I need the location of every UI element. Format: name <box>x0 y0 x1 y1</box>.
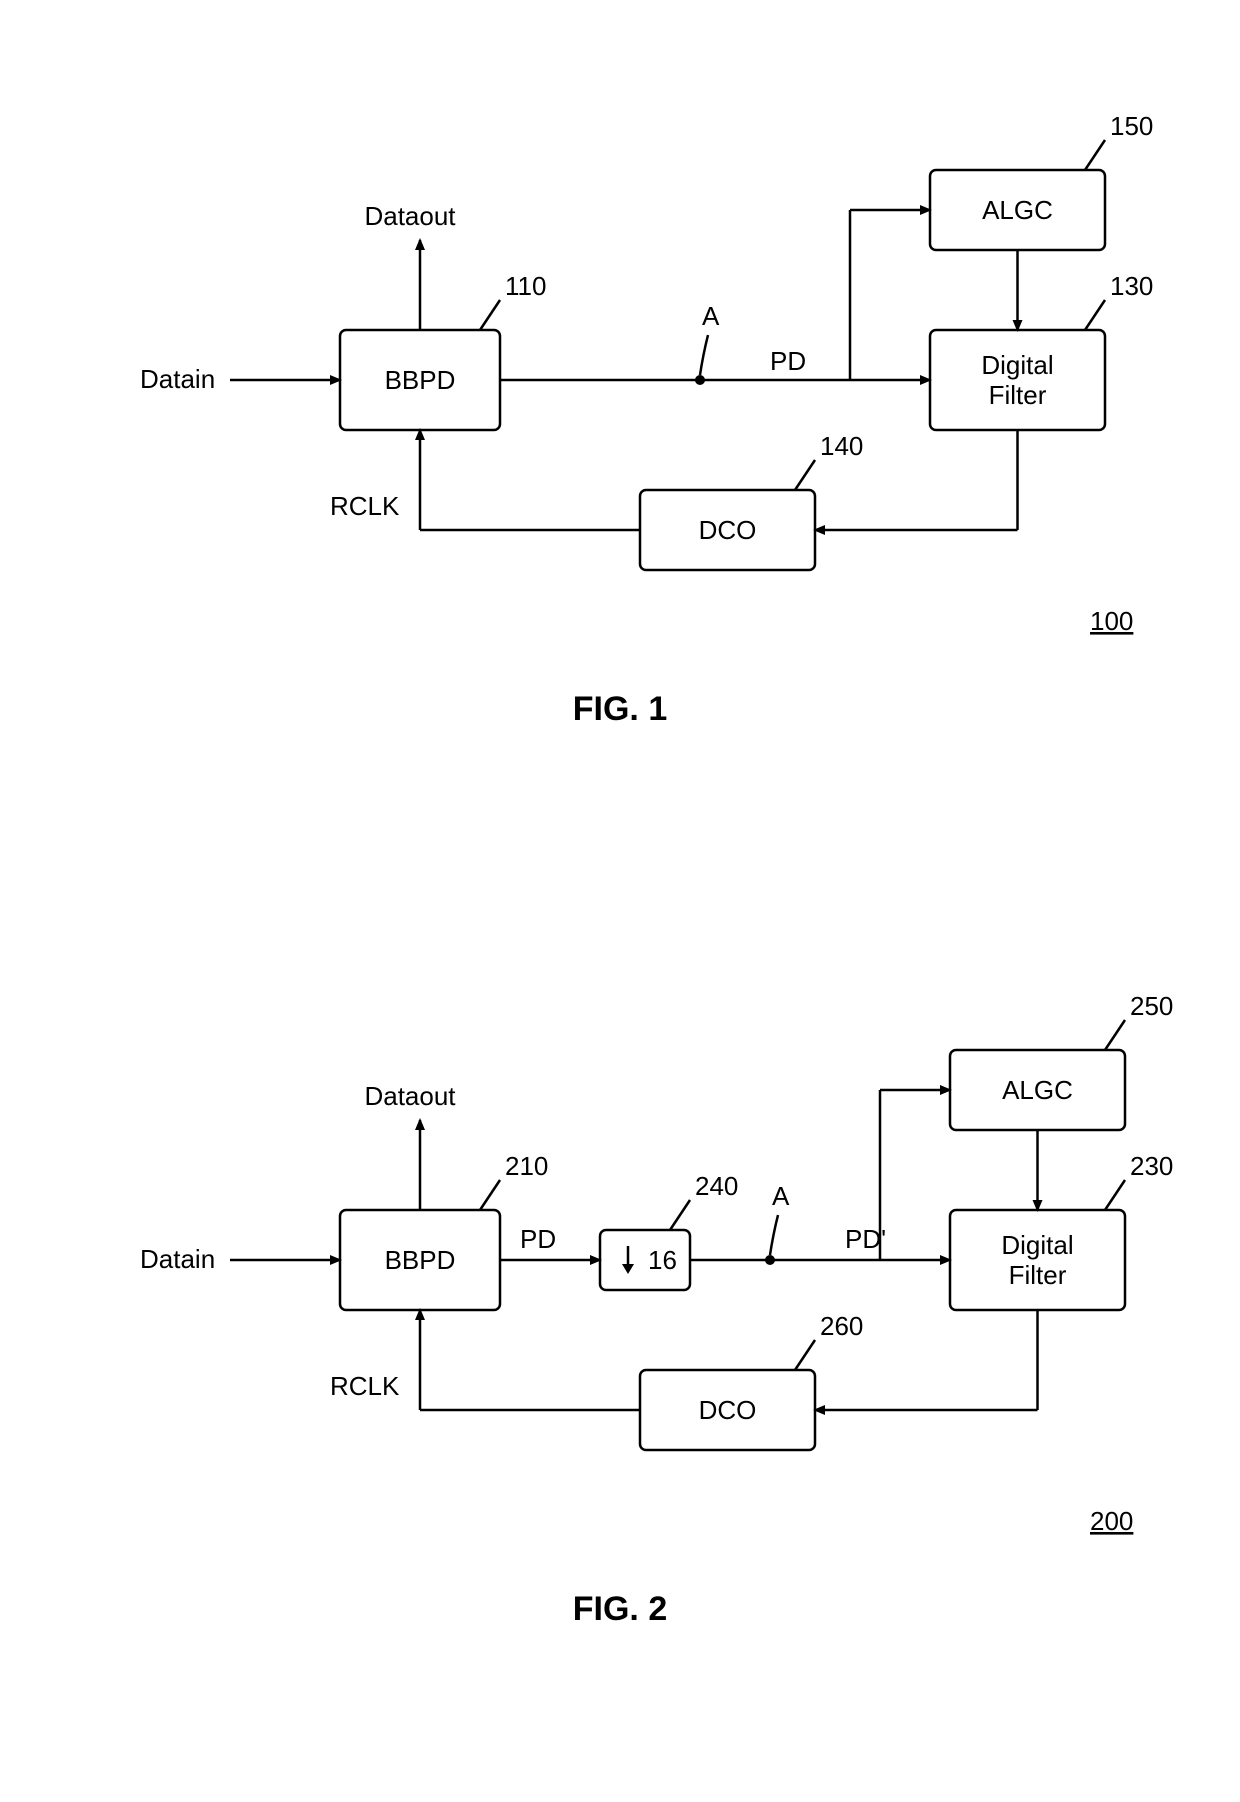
svg-text:230: 230 <box>1130 1151 1173 1181</box>
svg-text:A: A <box>772 1181 790 1211</box>
svg-text:Dataout: Dataout <box>364 1081 456 1111</box>
svg-text:250: 250 <box>1130 991 1173 1021</box>
svg-text:130: 130 <box>1110 271 1153 301</box>
svg-text:16: 16 <box>648 1245 677 1275</box>
svg-text:RCLK: RCLK <box>330 1371 400 1401</box>
svg-text:Digital: Digital <box>981 350 1053 380</box>
svg-text:FIG. 1: FIG. 1 <box>573 690 667 728</box>
svg-text:100: 100 <box>1090 606 1133 636</box>
svg-text:BBPD: BBPD <box>385 1245 456 1275</box>
svg-text:200: 200 <box>1090 1506 1133 1536</box>
svg-text:DCO: DCO <box>699 1395 757 1425</box>
fig2: BBPD ALGC DigitalFilter DCO 16 210 240 250 230 26… <box>140 991 1173 1628</box>
fig1: BBPD ALGC DigitalFilter DCO 110 150 130 140 Data… <box>140 111 1153 728</box>
svg-text:ALGC: ALGC <box>982 195 1053 225</box>
svg-text:150: 150 <box>1110 111 1153 141</box>
svg-text:110: 110 <box>505 271 546 301</box>
svg-text:Filter: Filter <box>1009 1260 1067 1290</box>
svg-text:A: A <box>702 301 720 331</box>
svg-text:260: 260 <box>820 1311 863 1341</box>
svg-text:Datain: Datain <box>140 364 215 394</box>
svg-text:210: 210 <box>505 1151 548 1181</box>
svg-text:Filter: Filter <box>989 380 1047 410</box>
svg-text:Digital: Digital <box>1001 1230 1073 1260</box>
svg-text:PD: PD <box>520 1224 556 1254</box>
svg-text:RCLK: RCLK <box>330 491 400 521</box>
svg-text:ALGC: ALGC <box>1002 1075 1073 1105</box>
svg-text:FIG. 2: FIG. 2 <box>573 1590 667 1628</box>
svg-text:DCO: DCO <box>699 515 757 545</box>
svg-text:BBPD: BBPD <box>385 365 456 395</box>
svg-text:PD: PD <box>770 346 806 376</box>
svg-text:Dataout: Dataout <box>364 201 456 231</box>
svg-text:Datain: Datain <box>140 1244 215 1274</box>
svg-text:140: 140 <box>820 431 863 461</box>
svg-text:240: 240 <box>695 1171 738 1201</box>
